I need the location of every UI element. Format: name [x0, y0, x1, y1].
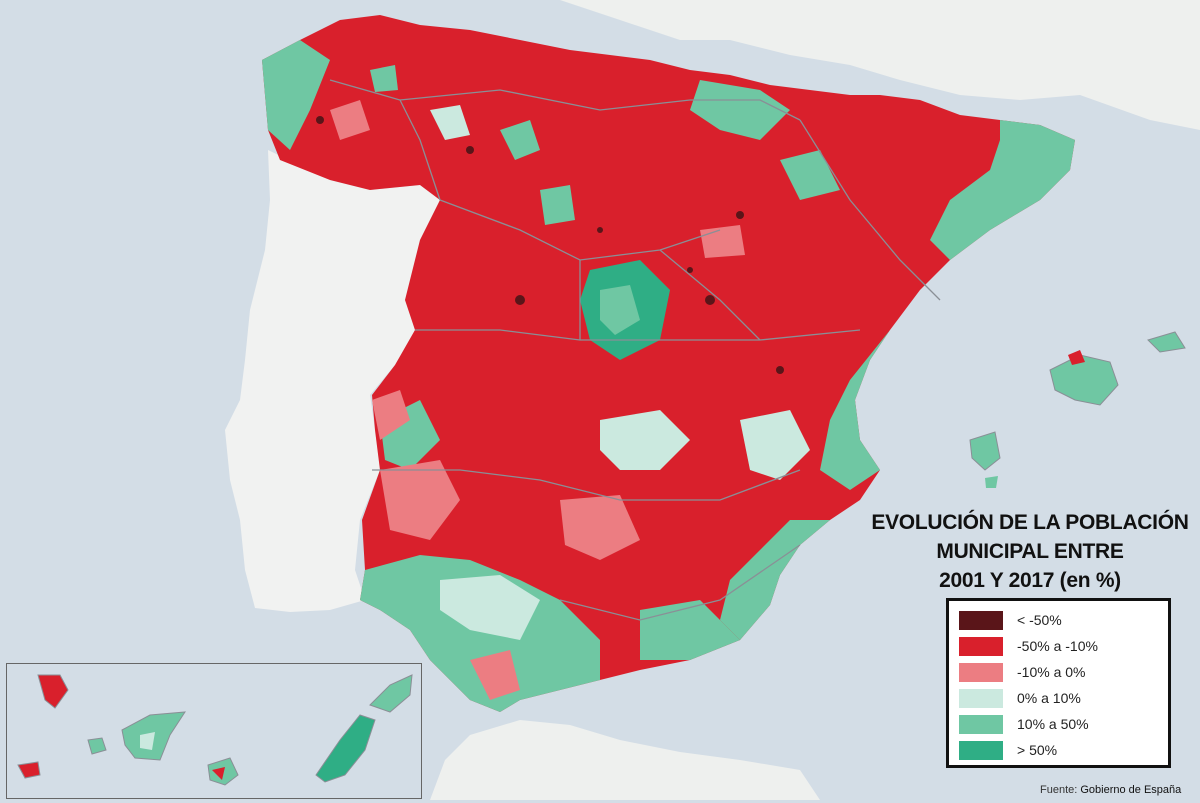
legend: < -50% -50% a -10% -10% a 0% 0% a 10% 10…	[946, 598, 1171, 768]
france-land	[560, 0, 1200, 130]
legend-item: -50% a -10%	[959, 633, 1158, 659]
legend-swatch	[959, 714, 1003, 734]
source-prefix: Fuente:	[1040, 784, 1078, 796]
legend-item: < -50%	[959, 607, 1158, 633]
legend-swatch	[959, 610, 1003, 630]
legend-swatch	[959, 688, 1003, 708]
severe-decline-spots	[316, 116, 784, 374]
africa-land	[430, 720, 820, 800]
legend-item: -10% a 0%	[959, 659, 1158, 685]
slight-decline-areas	[330, 100, 640, 700]
source-name: Gobierno de España	[1080, 784, 1182, 796]
legend-swatch	[959, 662, 1003, 682]
legend-item: 0% a 10%	[959, 685, 1158, 711]
canary-islands	[17, 674, 413, 786]
canary-inset-frame	[6, 663, 422, 799]
title-line-2: MUNICIPAL ENTRE	[936, 540, 1124, 563]
legend-swatch	[959, 740, 1003, 760]
legend-label: -50% a -10%	[1017, 638, 1098, 654]
legend-item: > 50%	[959, 737, 1158, 763]
source-credit: Fuente: Gobierno de España	[1040, 784, 1181, 796]
title-line-1: EVOLUCIÓN DE LA POBLACIÓN	[871, 511, 1189, 534]
legend-swatch	[959, 636, 1003, 656]
legend-label: 0% a 10%	[1017, 690, 1081, 706]
portugal-land	[225, 150, 440, 612]
legend-label: -10% a 0%	[1017, 664, 1086, 680]
growth-areas	[262, 40, 1075, 712]
balearic-islands	[969, 331, 1186, 488]
regional-borders	[329, 79, 941, 621]
title-line-3: 2001 Y 2017 (en %)	[939, 569, 1121, 592]
legend-label: > 50%	[1017, 742, 1058, 758]
legend-item: 10% a 50%	[959, 711, 1158, 737]
legend-label: < -50%	[1017, 612, 1062, 628]
map-title: EVOLUCIÓN DE LA POBLACIÓN MUNICIPAL ENTR…	[840, 508, 1200, 595]
spain-mainland	[262, 15, 1075, 712]
legend-label: 10% a 50%	[1017, 716, 1089, 732]
